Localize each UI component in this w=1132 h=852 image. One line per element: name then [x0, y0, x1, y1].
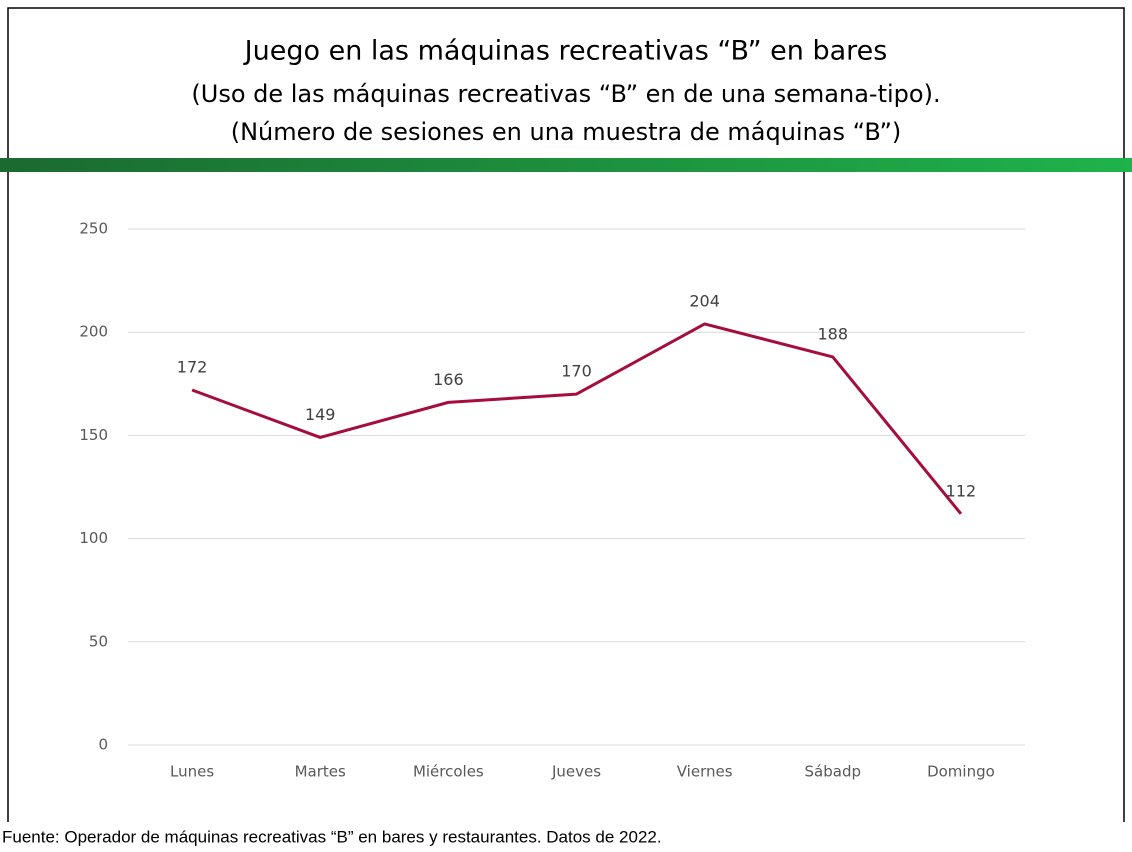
- y-tick-label: 250: [79, 220, 108, 238]
- frame: [7, 7, 1125, 822]
- x-tick-label: Martes: [295, 763, 346, 781]
- y-tick-label: 150: [79, 426, 108, 444]
- data-label: 170: [561, 362, 592, 381]
- x-tick-label: Sábadp: [805, 763, 861, 781]
- chart-subtitle: (Número de sesiones en una muestra de má…: [231, 118, 902, 146]
- data-label: 149: [305, 405, 336, 424]
- y-tick-label: 100: [79, 529, 108, 547]
- header-bar: [0, 158, 1132, 172]
- x-tick-label: Lunes: [170, 763, 214, 781]
- x-tick-label: Viernes: [677, 763, 733, 781]
- y-tick-label: 50: [89, 632, 108, 650]
- data-label: 166: [433, 370, 464, 389]
- x-tick-label: Domingo: [927, 763, 995, 781]
- x-tick-label: Jueves: [551, 763, 601, 781]
- y-tick-label: 0: [98, 736, 108, 754]
- data-label: 112: [946, 481, 977, 500]
- chart-title: Juego en las máquinas recreativas “B” en…: [243, 36, 888, 67]
- data-label: 204: [689, 291, 720, 310]
- y-tick-label: 200: [79, 323, 108, 341]
- data-line: [191, 322, 963, 515]
- x-tick-label: Miércoles: [413, 763, 484, 781]
- source-note: Fuente: Operador de máquinas recreativas…: [2, 827, 662, 846]
- chart-subtitle: (Uso de las máquinas recreativas “B” en …: [191, 80, 940, 108]
- data-label: 188: [818, 324, 849, 343]
- data-label: 172: [177, 357, 208, 376]
